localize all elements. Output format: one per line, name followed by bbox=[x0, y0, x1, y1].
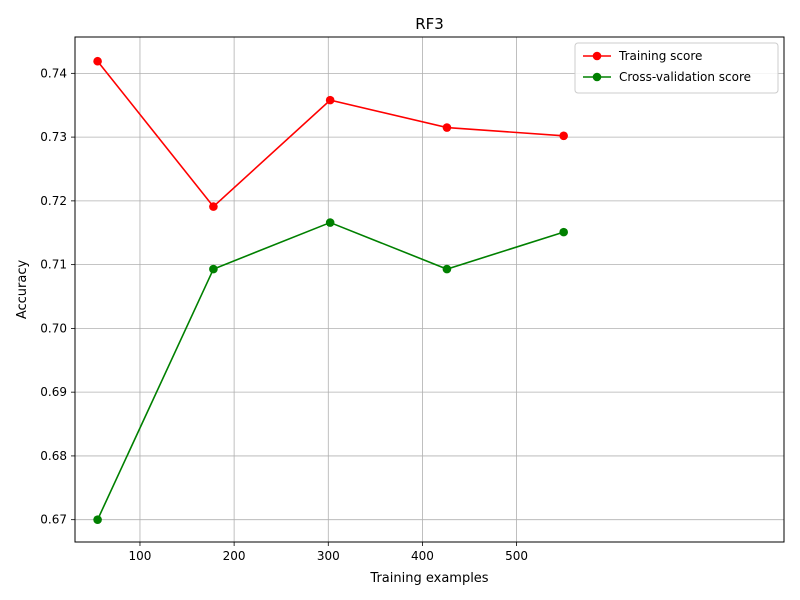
tick-layer: 100 200 300 400 500 0.67 0.68 0.69 0.70 0.71 0.72 0… bbox=[40, 66, 528, 563]
y-tick-label: 0.74 bbox=[40, 66, 67, 80]
y-tick-label: 0.70 bbox=[40, 321, 67, 335]
legend-box bbox=[574, 42, 779, 94]
data-point bbox=[93, 56, 102, 66]
y-tick-label: 0.73 bbox=[40, 130, 67, 144]
y-tick-label: 0.67 bbox=[40, 513, 67, 527]
x-tick-label: 500 bbox=[505, 549, 528, 563]
legend-label: Training score bbox=[618, 49, 702, 63]
legend-label: Cross-validation score bbox=[619, 70, 751, 84]
x-tick-label: 300 bbox=[317, 549, 340, 563]
x-tick-label: 100 bbox=[129, 549, 152, 563]
legend: Training score Cross-validation score bbox=[574, 42, 779, 94]
data-point bbox=[442, 264, 452, 274]
x-tick-label: 400 bbox=[411, 549, 434, 563]
data-point bbox=[325, 218, 335, 227]
chart-title: RF3 bbox=[415, 15, 444, 33]
y-tick-label: 0.72 bbox=[40, 194, 67, 208]
data-point bbox=[559, 131, 568, 141]
x-tick-label: 200 bbox=[223, 549, 246, 563]
series-1 bbox=[93, 218, 568, 524]
y-axis-label: Accuracy bbox=[15, 260, 30, 320]
data-point bbox=[93, 515, 102, 524]
x-axis-label: Training examples bbox=[369, 571, 488, 586]
plot-frame bbox=[74, 36, 785, 543]
series-layer bbox=[93, 56, 568, 524]
grid-layer bbox=[75, 37, 784, 542]
data-point bbox=[559, 227, 568, 237]
data-point bbox=[325, 95, 335, 105]
legend-marker bbox=[592, 51, 602, 61]
legend-item: Training score bbox=[583, 49, 702, 63]
legend-marker bbox=[592, 72, 602, 82]
y-tick-label: 0.69 bbox=[40, 385, 67, 399]
data-point bbox=[209, 202, 218, 211]
y-tick-label: 0.71 bbox=[40, 258, 67, 272]
series-0 bbox=[93, 56, 568, 211]
data-point bbox=[209, 264, 218, 274]
y-tick-label: 0.68 bbox=[40, 449, 67, 463]
legend-item: Cross-validation score bbox=[583, 70, 751, 84]
data-point bbox=[442, 123, 452, 132]
